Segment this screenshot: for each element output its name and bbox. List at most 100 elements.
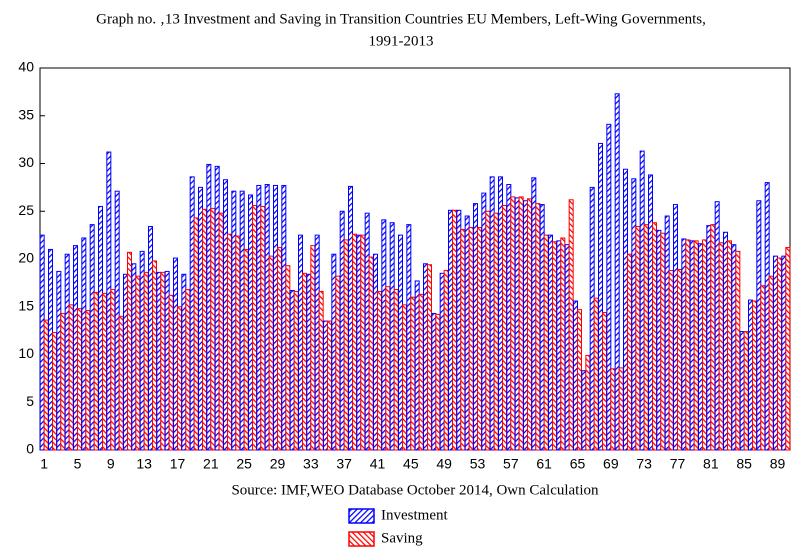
y-tick-label: 30 bbox=[18, 154, 34, 170]
bar bbox=[698, 243, 703, 451]
bar bbox=[448, 209, 453, 451]
bar bbox=[239, 190, 245, 451]
x-axis-label: Source: IMF,WEO Database October 2014, O… bbox=[231, 482, 599, 498]
bar bbox=[548, 234, 553, 451]
bar bbox=[118, 315, 124, 451]
bar bbox=[264, 184, 270, 451]
bar bbox=[227, 233, 232, 451]
bar bbox=[368, 256, 374, 451]
bar bbox=[273, 184, 278, 451]
bar bbox=[727, 240, 732, 451]
bar bbox=[281, 184, 287, 451]
x-tick-label: 13 bbox=[136, 456, 152, 472]
y-tick-label: 0 bbox=[26, 441, 34, 457]
bar bbox=[510, 196, 516, 451]
legend-label: Investment bbox=[381, 507, 448, 523]
bar bbox=[339, 210, 345, 451]
bar bbox=[439, 272, 445, 451]
bar bbox=[398, 234, 403, 451]
bar bbox=[143, 271, 149, 451]
bar bbox=[318, 290, 324, 451]
bar bbox=[85, 310, 91, 451]
x-tick-label: 65 bbox=[570, 456, 586, 472]
legend-swatch bbox=[348, 531, 375, 547]
bar bbox=[293, 290, 299, 451]
bar bbox=[610, 368, 616, 451]
bar bbox=[785, 247, 791, 451]
bar bbox=[310, 245, 316, 451]
bar bbox=[110, 289, 116, 451]
bar bbox=[406, 224, 412, 451]
bar bbox=[414, 280, 420, 451]
bar bbox=[523, 200, 528, 451]
bar bbox=[198, 186, 203, 451]
bar bbox=[323, 320, 328, 451]
bar bbox=[518, 196, 524, 451]
y-tick-label: 35 bbox=[18, 106, 34, 122]
x-tick-label: 33 bbox=[303, 456, 319, 472]
bar bbox=[302, 272, 307, 451]
bar bbox=[481, 192, 487, 451]
bar bbox=[602, 311, 607, 451]
bar bbox=[760, 285, 766, 451]
bar bbox=[581, 370, 587, 451]
bar bbox=[393, 289, 399, 451]
bar bbox=[702, 239, 707, 451]
bar bbox=[627, 253, 632, 451]
x-tick-label: 49 bbox=[436, 456, 452, 472]
x-tick-label: 25 bbox=[236, 456, 252, 472]
bar bbox=[473, 203, 478, 451]
bar bbox=[123, 273, 128, 451]
bar bbox=[452, 209, 457, 451]
x-tick-label: 17 bbox=[170, 456, 186, 472]
bar bbox=[64, 253, 70, 451]
bar bbox=[731, 244, 737, 451]
bar bbox=[752, 300, 757, 451]
bar bbox=[202, 208, 207, 451]
bar bbox=[514, 197, 520, 451]
bar bbox=[677, 269, 682, 451]
x-tick-label: 81 bbox=[703, 456, 719, 472]
bar bbox=[331, 253, 337, 451]
bar bbox=[327, 320, 332, 451]
bar bbox=[506, 184, 512, 451]
bar bbox=[502, 205, 507, 451]
bar bbox=[614, 93, 620, 451]
bar bbox=[127, 251, 132, 451]
bar bbox=[623, 168, 628, 451]
bar bbox=[773, 255, 778, 451]
bar bbox=[381, 219, 387, 451]
bar bbox=[256, 184, 262, 451]
bar bbox=[314, 234, 320, 451]
bar bbox=[552, 241, 557, 451]
bar bbox=[723, 231, 728, 451]
x-tick-label: 9 bbox=[107, 456, 115, 472]
bar bbox=[73, 245, 78, 451]
bar bbox=[93, 291, 99, 451]
bar bbox=[98, 205, 103, 451]
x-tick-label: 37 bbox=[336, 456, 352, 472]
y-tick-label: 25 bbox=[18, 202, 34, 218]
bar bbox=[535, 203, 541, 451]
bar bbox=[173, 257, 178, 451]
bar bbox=[718, 242, 724, 451]
bar bbox=[635, 226, 641, 451]
legend-label: Saving bbox=[381, 530, 423, 546]
bar bbox=[435, 313, 441, 451]
bar bbox=[185, 289, 191, 451]
bar bbox=[373, 253, 378, 451]
bar bbox=[498, 176, 503, 451]
bar bbox=[114, 190, 120, 451]
bar bbox=[710, 224, 716, 451]
bar bbox=[468, 226, 474, 451]
bar bbox=[493, 212, 499, 451]
bar bbox=[427, 264, 432, 451]
bar bbox=[306, 273, 312, 451]
bar bbox=[210, 207, 216, 451]
bar bbox=[652, 222, 657, 451]
bar bbox=[539, 204, 545, 451]
bar bbox=[102, 292, 107, 451]
bar bbox=[543, 234, 549, 451]
bar bbox=[756, 200, 762, 451]
